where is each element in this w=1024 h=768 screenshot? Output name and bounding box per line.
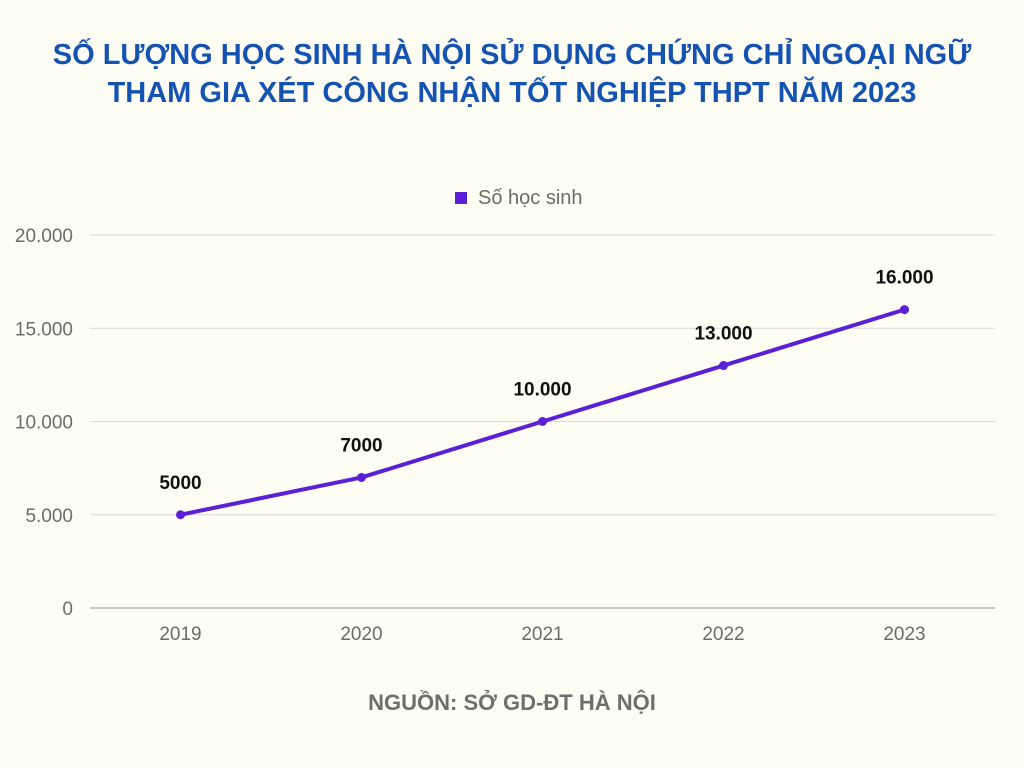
legend-swatch xyxy=(455,192,467,204)
data-point xyxy=(719,361,728,371)
x-axis: 2019 2020 2021 2022 2023 xyxy=(159,624,925,645)
x-tick-label: 2021 xyxy=(521,624,563,645)
x-tick-label: 2020 xyxy=(340,624,382,645)
x-tick-label: 2023 xyxy=(883,624,925,645)
legend: Số học sinh xyxy=(455,187,583,209)
chart-title: SỐ LƯỢNG HỌC SINH HÀ NỘI SỬ DỤNG CHỨNG C… xyxy=(0,36,1024,112)
y-tick-label: 0 xyxy=(62,599,73,620)
data-point xyxy=(176,510,185,520)
data-label: 16.000 xyxy=(875,268,933,289)
data-point xyxy=(900,305,909,315)
source-note: NGUỒN: SỞ GD-ĐT HÀ NỘI xyxy=(368,690,656,715)
legend-label: Số học sinh xyxy=(478,187,583,209)
data-label: 5000 xyxy=(159,473,201,494)
chart-title-line-1: SỐ LƯỢNG HỌC SINH HÀ NỘI SỬ DỤNG CHỨNG C… xyxy=(52,39,972,71)
data-label: 7000 xyxy=(340,435,382,456)
series-line xyxy=(178,307,907,517)
data-label: 13.000 xyxy=(694,324,752,345)
y-tick-label: 15.000 xyxy=(15,319,73,340)
chart-title-line-2: THAM GIA XÉT CÔNG NHẬN TỐT NGHIỆP THPT N… xyxy=(107,77,917,109)
data-point xyxy=(357,472,366,482)
x-tick-label: 2022 xyxy=(702,624,744,645)
y-tick-label: 20.000 xyxy=(15,226,73,247)
y-tick-label: 5.000 xyxy=(25,506,73,527)
x-tick-label: 2019 xyxy=(159,624,201,645)
series-layer: 5000 7000 10.000 13.000 16.000 xyxy=(159,268,934,520)
data-point xyxy=(538,417,547,426)
data-label: 10.000 xyxy=(513,380,571,401)
y-tick-label: 10.000 xyxy=(15,413,73,434)
y-axis: 0 5.000 10.000 15.000 20.000 xyxy=(15,226,73,620)
